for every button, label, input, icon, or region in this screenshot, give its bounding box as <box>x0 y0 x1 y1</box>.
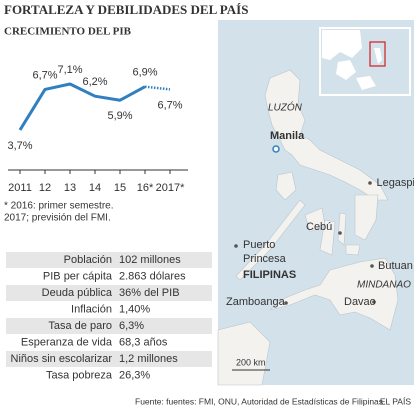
scale-label: 200 km <box>236 357 266 367</box>
value-label: 5,9% <box>107 110 132 122</box>
projection-line <box>144 85 171 91</box>
row-value: 1,2 millones <box>119 353 178 365</box>
row-value: 68,3 años <box>119 336 168 348</box>
row-value: 6,3% <box>119 320 144 332</box>
row-band <box>6 351 212 367</box>
credit: EL PAÍS <box>380 396 412 406</box>
row-label: Esperanza de vida <box>21 336 113 348</box>
row-label: Deuda pública <box>42 287 113 299</box>
mindoro <box>275 171 297 201</box>
city-marker <box>234 244 238 248</box>
note: * 2016: primer semestre. <box>4 201 114 212</box>
mindanao <box>269 257 399 331</box>
bohol <box>345 244 361 256</box>
city-marker <box>284 301 288 305</box>
borneo <box>217 321 271 386</box>
x-tick-label: 13 <box>64 182 76 194</box>
samar-leyte <box>354 194 379 241</box>
x-tick-label: 15 <box>114 182 126 194</box>
city-marker <box>368 181 372 185</box>
city-label: Puerto <box>243 239 275 251</box>
subtitle: CRECIMIENTO DEL PIB <box>4 26 132 38</box>
map: LUZÓN Manila Legaspi Puerto Princesa Ceb… <box>217 20 414 386</box>
city-marker <box>370 264 374 268</box>
value-label: 6,7% <box>32 69 57 81</box>
source: Fuente: fuentes: FMI, ONU, Autoridad de … <box>135 396 385 406</box>
x-tick-label: 2011 <box>8 182 32 194</box>
x-tick-label: 12 <box>39 182 51 194</box>
x-tick-label: 2017* <box>156 182 185 194</box>
value-label: 6,9% <box>132 67 157 79</box>
row-value: 2.863 dólares <box>119 270 186 282</box>
region-label: LUZÓN <box>268 101 303 114</box>
note: 2017; previsión del FMI. <box>4 213 111 224</box>
negros <box>319 219 336 256</box>
row-label: PIB per cápita <box>43 270 113 282</box>
row-label: Población <box>64 254 112 266</box>
value-label: 3,7% <box>7 140 32 152</box>
country-label: FILIPINAS <box>243 269 296 281</box>
row-band <box>6 318 212 334</box>
city-label: Princesa <box>243 253 287 265</box>
inset <box>319 27 411 96</box>
title: FORTALEZA Y DEBILIDADES DEL PAÍS <box>4 2 248 17</box>
data-table: Población 102 millones PIB per cápita 2.863… <box>6 252 212 381</box>
value-label: 6,2% <box>82 76 107 88</box>
city-label: Zamboanga <box>226 296 286 308</box>
city-marker <box>338 231 342 235</box>
row-band <box>6 285 212 301</box>
row-value: 1,40% <box>119 303 150 315</box>
value-label: 7,1% <box>57 64 82 76</box>
region-label: MINDANAO <box>357 280 411 291</box>
row-value: 102 millones <box>119 254 181 266</box>
x-tick-label: 16* <box>137 182 154 194</box>
line-chart: 3,7% 2011 6,7% 12 7,1% 13 6,2% 14 5,9% 15 6,9% 16* 6… <box>7 64 188 194</box>
city-marker <box>272 145 280 153</box>
series-line <box>18 82 146 131</box>
city-label: Butuan <box>378 260 413 272</box>
city-label: Cebú <box>306 221 332 233</box>
city-label: Davao <box>344 296 376 308</box>
row-label: Tasa de paro <box>48 320 112 332</box>
city-label: Manila <box>270 130 305 142</box>
row-value: 36% del PIB <box>119 287 180 299</box>
row-label: Inflación <box>71 303 112 315</box>
row-band <box>6 252 212 268</box>
cebu <box>337 212 347 246</box>
row-value: 26,3% <box>119 369 150 381</box>
row-label: Tasa pobreza <box>46 369 113 381</box>
city-label: Legaspi <box>376 177 414 189</box>
x-tick-label: 14 <box>89 182 101 194</box>
palawan <box>235 199 306 281</box>
value-label: 6,7% <box>157 99 182 111</box>
city-marker <box>372 300 376 304</box>
row-label: Niños sin escolarizar <box>11 353 113 365</box>
